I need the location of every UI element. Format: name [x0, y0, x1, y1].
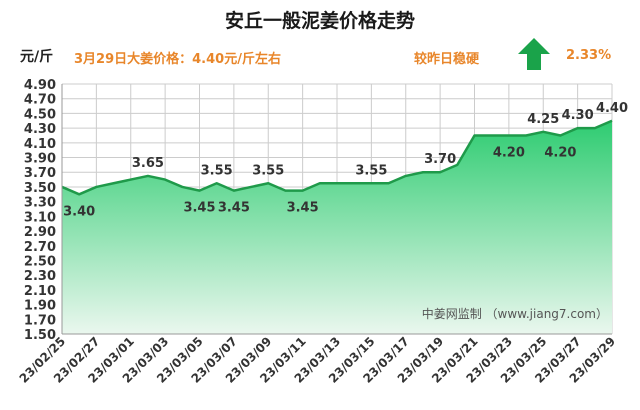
unit-label: 元/斤: [20, 49, 54, 65]
y-tick-label: 4.50: [24, 107, 56, 122]
y-tick-label: 4.70: [24, 93, 56, 108]
up-arrow-icon: [518, 38, 550, 70]
y-tick-label: 3.30: [24, 196, 56, 211]
data-label: 3.65: [132, 156, 164, 171]
series-line: [61, 119, 613, 196]
y-tick-label: 2.50: [24, 254, 56, 269]
y-tick-label: 2.30: [24, 269, 56, 284]
data-label: 3.40: [63, 204, 95, 219]
data-label: 3.55: [355, 163, 387, 178]
watermark-text: 中姜网监制 （www.jiang7.com）: [422, 306, 608, 321]
data-label: 4.20: [544, 145, 576, 160]
y-tick-label: 4.90: [24, 78, 56, 93]
y-tick-label: 3.70: [24, 166, 56, 181]
y-tick-label: 1.50: [24, 328, 56, 343]
data-label: 4.30: [562, 108, 594, 123]
compare-text: 较昨日稳硬: [414, 52, 480, 67]
y-tick-label: 3.10: [24, 210, 56, 225]
y-tick-label: 1.90: [24, 299, 56, 314]
price-statement: 3月29日大姜价格：4.40元/斤左右: [74, 52, 281, 67]
y-tick-label: 4.30: [24, 122, 56, 137]
data-label: 3.55: [201, 163, 233, 178]
data-label: 3.45: [287, 201, 319, 216]
y-tick-label: 3.50: [24, 181, 56, 196]
data-label: 3.55: [252, 163, 284, 178]
area-fill: [62, 120, 612, 334]
data-label: 4.25: [527, 112, 559, 127]
y-tick-label: 2.10: [24, 284, 56, 299]
data-label: 3.70: [424, 152, 456, 167]
data-label: 3.45: [218, 201, 250, 216]
y-tick-label: 2.70: [24, 240, 56, 255]
y-tick-label: 3.90: [24, 152, 56, 167]
change-percent: 2.33%: [566, 48, 612, 63]
y-tick-label: 4.10: [24, 137, 56, 152]
data-label: 4.40: [596, 101, 628, 116]
y-tick-label: 2.90: [24, 225, 56, 240]
data-label: 4.20: [493, 145, 525, 160]
y-tick-label: 1.70: [24, 313, 56, 328]
data-label: 3.45: [183, 201, 215, 216]
chart-title: 安丘一般泥姜价格走势: [224, 10, 415, 32]
